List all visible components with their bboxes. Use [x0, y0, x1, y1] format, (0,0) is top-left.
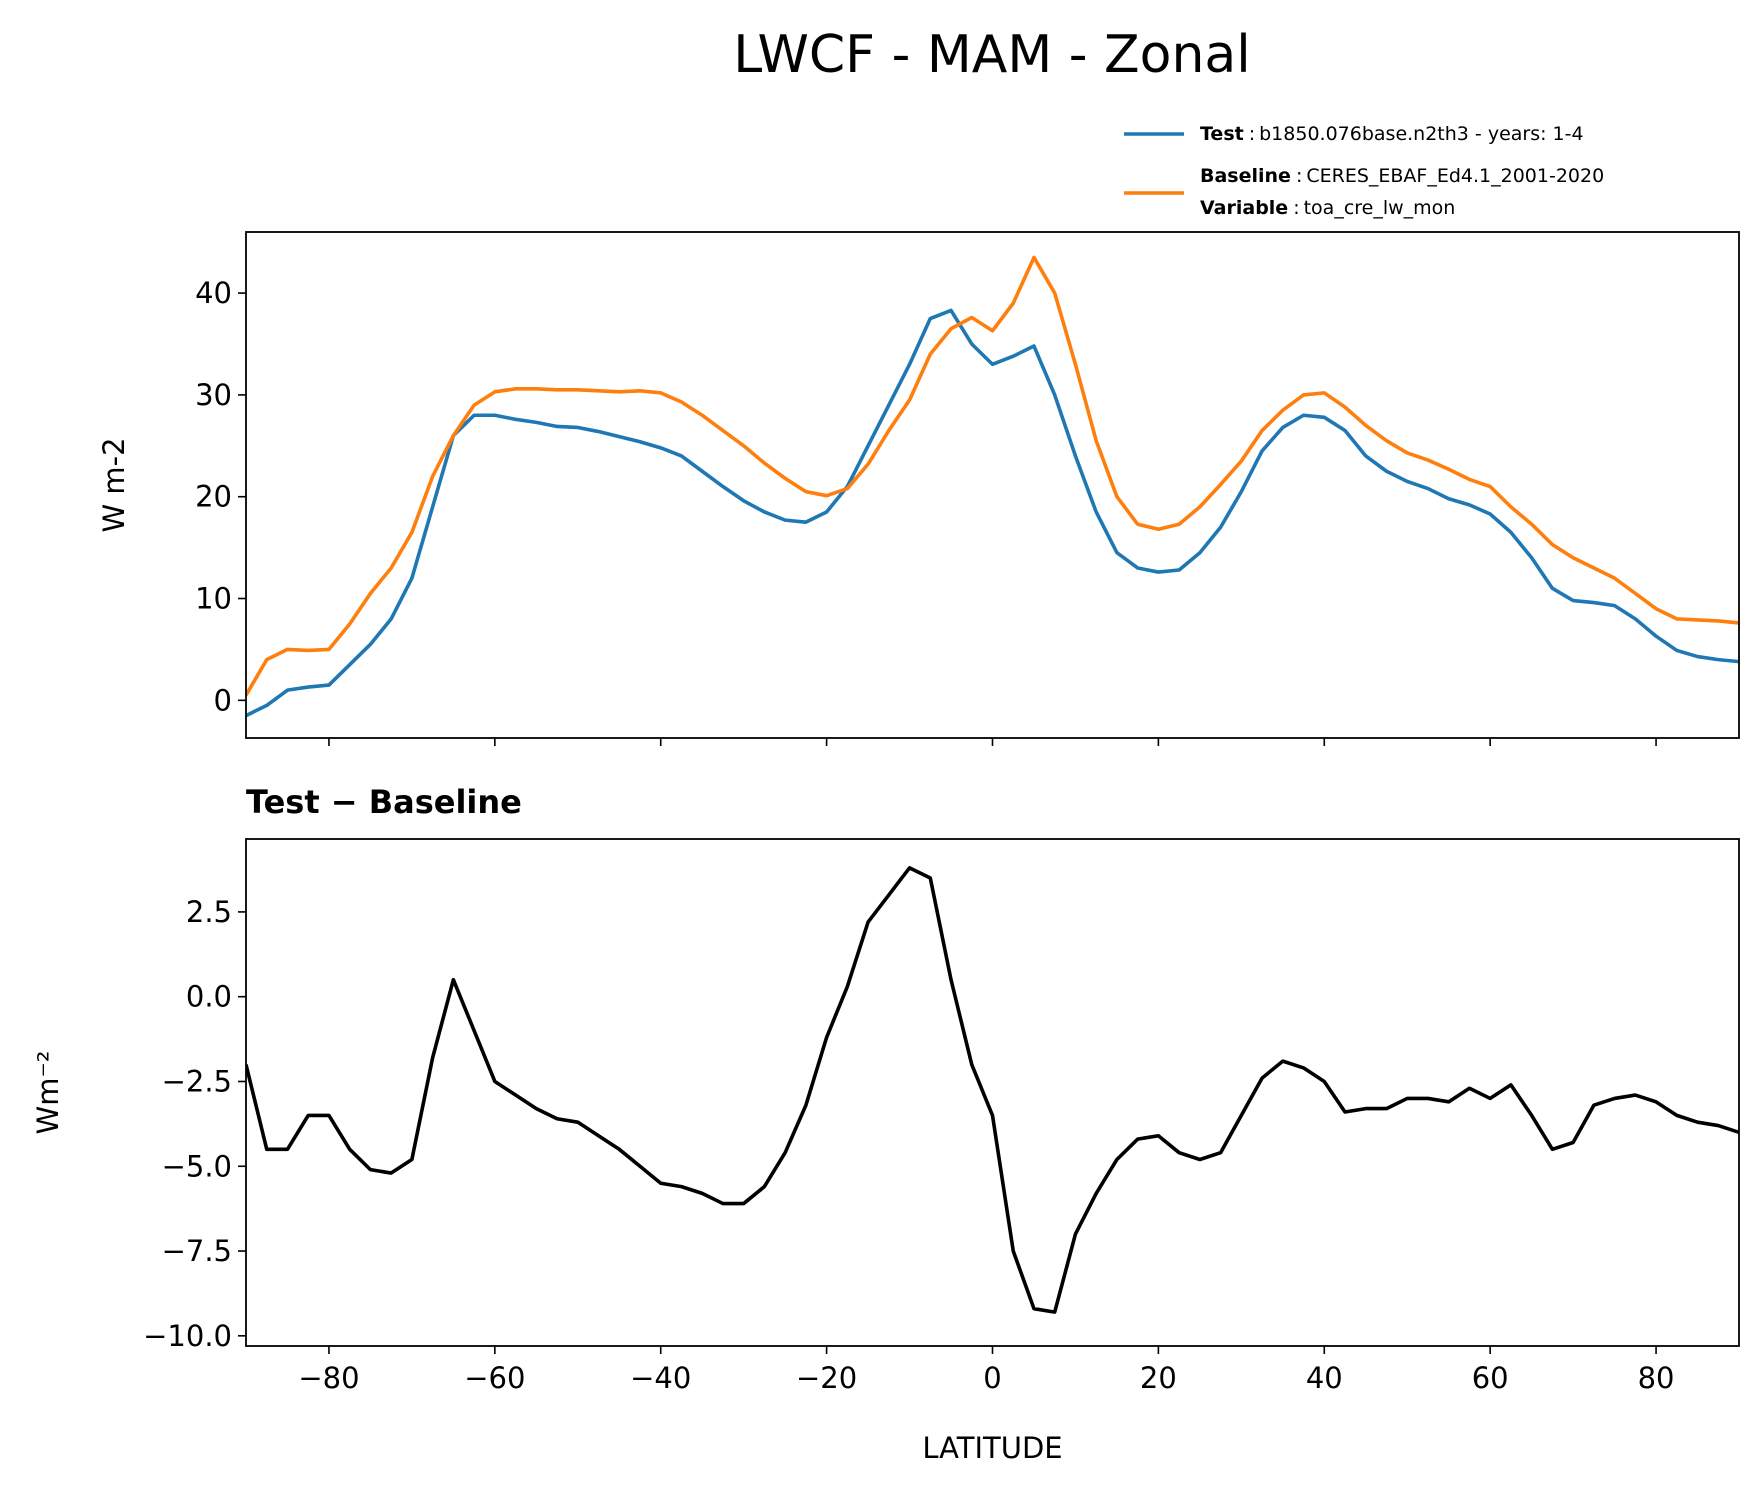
legend-label: toa_cre_lw_mon [1304, 197, 1456, 219]
y-tick-label: −10.0 [143, 1319, 232, 1353]
plot-frame [245, 838, 1740, 1347]
y-tick-label: 0 [214, 683, 232, 717]
y-tick-label: 2.5 [186, 895, 232, 929]
legend-name: Test [1200, 123, 1244, 145]
x-tick-label: 20 [1140, 1361, 1177, 1395]
legend-label: b1850.076base.n2th3 - years: 1-4 [1259, 123, 1583, 145]
y-tick-label: −7.5 [162, 1234, 232, 1268]
y-axis-label: W m-2 [97, 437, 131, 532]
y-tick-label: 30 [195, 378, 232, 412]
x-tick-label: −80 [298, 1361, 359, 1395]
data-line [246, 255, 1739, 697]
plot-frame [245, 231, 1740, 739]
legend-entry: Test: b1850.076base.n2th3 - years: 1-4 [1200, 123, 1584, 145]
x-tick-label: 80 [1638, 1361, 1675, 1395]
legend-entry: Variable: toa_cre_lw_mon [1200, 197, 1455, 219]
y-tick-label: −2.5 [162, 1064, 232, 1098]
y-tick-label: 20 [195, 480, 232, 514]
x-tick-label: 60 [1472, 1361, 1509, 1395]
data-line [246, 308, 1739, 718]
legend-separator: : [1249, 123, 1255, 145]
y-tick-label: 10 [195, 582, 232, 616]
x-tick-label: 40 [1306, 1361, 1343, 1395]
x-tick-label: −20 [796, 1361, 857, 1395]
y-axis-label: Wm⁻² [31, 1051, 65, 1135]
x-tick-label: −60 [464, 1361, 525, 1395]
x-tick-label: −40 [630, 1361, 691, 1395]
legend-name: Variable [1200, 197, 1288, 219]
x-tick-label: 0 [983, 1361, 1001, 1395]
legend-separator: : [1293, 197, 1299, 219]
y-tick-label: 40 [195, 276, 232, 310]
legend-name: Baseline [1200, 165, 1291, 187]
y-tick-label: −5.0 [162, 1149, 232, 1183]
y-tick-label: 0.0 [186, 980, 232, 1014]
data-line [246, 866, 1739, 1314]
subtitle: Test − Baseline [246, 783, 522, 821]
figure-title: LWCF - MAM - Zonal [733, 25, 1251, 85]
legend-entry: Baseline: CERES_EBAF_Ed4.1_2001-2020 [1200, 165, 1604, 187]
x-axis-label: LATITUDE [922, 1431, 1062, 1465]
legend-separator: : [1296, 165, 1302, 187]
legend-label: CERES_EBAF_Ed4.1_2001-2020 [1306, 165, 1604, 187]
